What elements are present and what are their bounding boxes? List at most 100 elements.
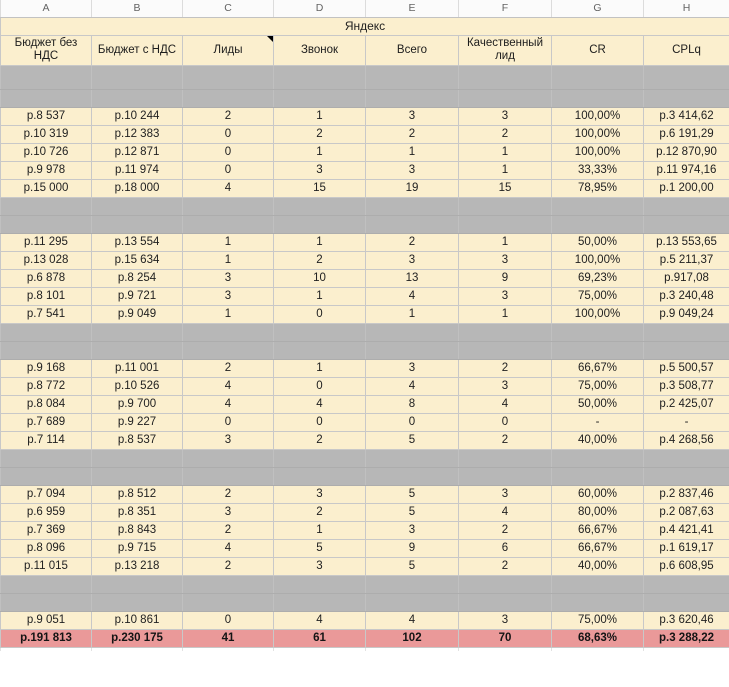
cell[interactable]: р.11 015 [0, 556, 92, 576]
separator-cell[interactable] [551, 574, 644, 594]
separator-cell[interactable] [643, 88, 729, 108]
cell[interactable]: 9 [458, 268, 552, 288]
cell[interactable]: 1 [273, 106, 366, 126]
separator-cell[interactable] [91, 214, 183, 234]
cell[interactable]: р.15 000 [0, 178, 92, 198]
cell[interactable]: 75,00% [551, 376, 644, 396]
cell[interactable]: р.8 512 [91, 484, 183, 504]
cell[interactable]: р.5 500,57 [643, 358, 729, 378]
cell[interactable]: 1 [182, 304, 274, 324]
cell[interactable]: 1 [458, 304, 552, 324]
separator-cell[interactable] [365, 340, 459, 360]
cell[interactable]: 9 [365, 538, 459, 558]
header-budget-gross[interactable]: Бюджет с НДС [91, 34, 183, 66]
cell[interactable]: 5 [365, 430, 459, 450]
separator-cell[interactable] [0, 574, 92, 594]
header-quality-lead[interactable]: Качественный лид [458, 34, 552, 66]
column-letter-d[interactable]: D [273, 0, 366, 18]
separator-cell[interactable] [643, 196, 729, 216]
total-cell[interactable]: 70 [458, 628, 552, 648]
cell[interactable]: 5 [365, 556, 459, 576]
separator-cell[interactable] [0, 466, 92, 486]
separator-cell[interactable] [273, 88, 366, 108]
separator-cell[interactable] [0, 448, 92, 468]
separator-cell[interactable] [91, 592, 183, 612]
separator-cell[interactable] [91, 466, 183, 486]
separator-cell[interactable] [0, 196, 92, 216]
cell[interactable]: 4 [182, 394, 274, 414]
separator-cell[interactable] [0, 592, 92, 612]
cell[interactable]: р.1 619,17 [643, 538, 729, 558]
cell[interactable]: р.9 721 [91, 286, 183, 306]
separator-cell[interactable] [91, 322, 183, 342]
separator-cell[interactable] [182, 322, 274, 342]
cell[interactable]: р.11 974,16 [643, 160, 729, 180]
cell[interactable]: р.8 537 [91, 430, 183, 450]
column-letter-h[interactable]: H [643, 0, 729, 18]
cell[interactable]: 5 [365, 502, 459, 522]
cell[interactable]: р.10 319 [0, 124, 92, 144]
column-letter-f[interactable]: F [458, 0, 552, 18]
cell[interactable]: 3 [365, 520, 459, 540]
separator-cell[interactable] [458, 340, 552, 360]
cell[interactable]: р.8 101 [0, 286, 92, 306]
separator-cell[interactable] [365, 64, 459, 90]
cell[interactable]: р.12 870,90 [643, 142, 729, 162]
cell[interactable]: р.12 383 [91, 124, 183, 144]
cell[interactable]: 66,67% [551, 520, 644, 540]
cell[interactable]: 4 [458, 502, 552, 522]
cell[interactable]: 2 [182, 520, 274, 540]
cell[interactable]: 0 [182, 610, 274, 630]
separator-cell[interactable] [91, 64, 183, 90]
cell[interactable]: р.917,08 [643, 268, 729, 288]
total-cell[interactable]: р.3 288,22 [643, 628, 729, 648]
cell[interactable]: 8 [365, 394, 459, 414]
separator-cell[interactable] [643, 574, 729, 594]
cell[interactable]: р.8 351 [91, 502, 183, 522]
cell[interactable]: 1 [273, 358, 366, 378]
cell[interactable]: р.6 959 [0, 502, 92, 522]
cell[interactable]: 3 [458, 250, 552, 270]
cell[interactable]: 1 [365, 304, 459, 324]
separator-cell[interactable] [182, 64, 274, 90]
cell[interactable]: 1 [182, 250, 274, 270]
cell[interactable]: 3 [365, 358, 459, 378]
separator-cell[interactable] [551, 64, 644, 90]
separator-cell[interactable] [91, 340, 183, 360]
cell[interactable]: 3 [273, 484, 366, 504]
cell[interactable]: 40,00% [551, 556, 644, 576]
cell[interactable]: 15 [273, 178, 366, 198]
cell[interactable]: 5 [273, 538, 366, 558]
separator-cell[interactable] [365, 592, 459, 612]
cell[interactable]: р.5 211,37 [643, 250, 729, 270]
cell[interactable]: р.9 700 [91, 394, 183, 414]
header-leads[interactable]: Лиды [182, 34, 274, 66]
header-total[interactable]: Всего [365, 34, 459, 66]
cell[interactable]: 0 [365, 412, 459, 432]
separator-cell[interactable] [91, 574, 183, 594]
separator-cell[interactable] [365, 448, 459, 468]
cell[interactable]: р.10 726 [0, 142, 92, 162]
cell[interactable]: р.10 244 [91, 106, 183, 126]
separator-cell[interactable] [551, 196, 644, 216]
separator-cell[interactable] [551, 214, 644, 234]
cell[interactable]: 60,00% [551, 484, 644, 504]
separator-cell[interactable] [643, 448, 729, 468]
cell[interactable]: 1 [458, 232, 552, 252]
separator-cell[interactable] [643, 340, 729, 360]
separator-cell[interactable] [365, 466, 459, 486]
cell[interactable]: р.12 871 [91, 142, 183, 162]
cell[interactable]: 40,00% [551, 430, 644, 450]
separator-cell[interactable] [182, 214, 274, 234]
separator-cell[interactable] [0, 214, 92, 234]
separator-cell[interactable] [365, 574, 459, 594]
cell[interactable]: р.7 114 [0, 430, 92, 450]
separator-cell[interactable] [273, 448, 366, 468]
cell[interactable]: 1 [182, 232, 274, 252]
cell[interactable]: 100,00% [551, 142, 644, 162]
cell[interactable]: 2 [182, 358, 274, 378]
separator-cell[interactable] [458, 448, 552, 468]
separator-cell[interactable] [365, 214, 459, 234]
cell[interactable]: 4 [182, 538, 274, 558]
cell[interactable]: 4 [458, 394, 552, 414]
